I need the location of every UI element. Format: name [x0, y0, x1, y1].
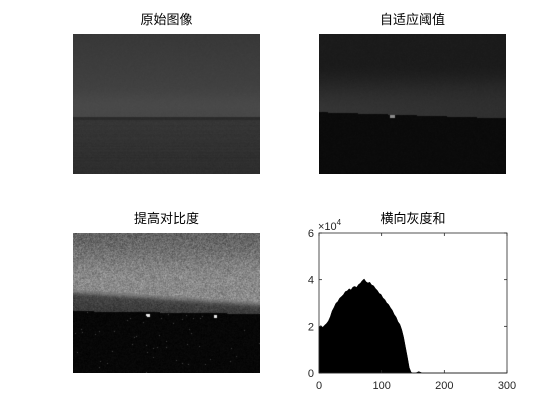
x-tick-label: 200	[435, 380, 453, 392]
adaptive-threshold-image	[319, 34, 506, 174]
area-series	[318, 278, 508, 374]
y-exponent-power: 4	[337, 218, 342, 227]
y-exponent-label: ×104	[318, 218, 342, 233]
x-tick-label: 0	[316, 380, 322, 392]
contrast-enhanced-title: 提高对比度	[133, 211, 199, 226]
axes-box	[318, 232, 508, 374]
original-image	[73, 34, 260, 174]
y-exponent-base: ×10	[318, 221, 337, 233]
y-tick-label: 6	[308, 228, 314, 240]
y-tick-label: 0	[308, 368, 314, 380]
x-tick-label: 300	[498, 380, 516, 392]
chart-title: 横向灰度和	[380, 211, 445, 226]
contrast-enhanced-image	[73, 233, 260, 373]
y-tick-label: 4	[308, 275, 314, 287]
original-image-title: 原始图像	[140, 12, 193, 27]
x-tick-label: 100	[372, 380, 390, 392]
y-tick-label: 2	[308, 321, 314, 333]
adaptive-threshold-title: 自适应阈值	[379, 12, 445, 27]
